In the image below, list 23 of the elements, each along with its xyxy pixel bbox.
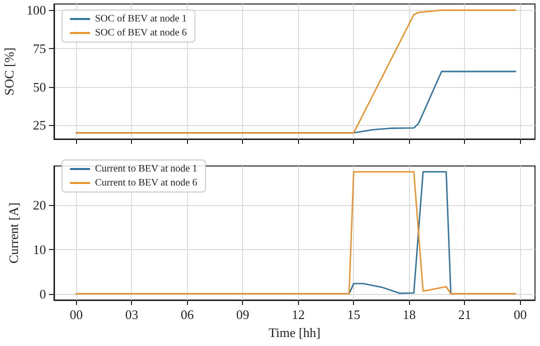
y-tick-label: 100 <box>26 2 46 18</box>
x-tick-label: 12 <box>292 307 305 322</box>
x-tick-label: 03 <box>125 307 138 322</box>
y-tick-label: 0 <box>40 286 46 302</box>
y-tick-label: 25 <box>33 118 46 133</box>
legend-label: SOC of BEV at node 6 <box>95 28 187 38</box>
y-tick-label: 75 <box>33 40 46 56</box>
x-tick-label: 09 <box>236 307 250 322</box>
y-axis-title: Current [A] <box>6 202 21 264</box>
legend-label: Current to BEV at node 1 <box>95 164 198 174</box>
x-tick-label: 00 <box>514 307 527 322</box>
x-tick-label: 00 <box>70 307 83 322</box>
legend-label: SOC of BEV at node 1 <box>95 14 187 24</box>
y-tick-label: 50 <box>33 79 46 94</box>
x-tick-label: 21 <box>458 307 472 322</box>
y-tick-label: 20 <box>33 198 46 213</box>
y-tick-label: 10 <box>33 242 46 257</box>
legend-label: Current to BEV at node 6 <box>95 178 198 188</box>
x-tick-label: 06 <box>180 307 194 322</box>
x-axis-title: Time [hh] <box>268 325 320 340</box>
x-tick-label: 15 <box>347 307 360 322</box>
y-axis-title: SOC [%] <box>2 47 17 96</box>
x-tick-label: 18 <box>402 307 416 322</box>
